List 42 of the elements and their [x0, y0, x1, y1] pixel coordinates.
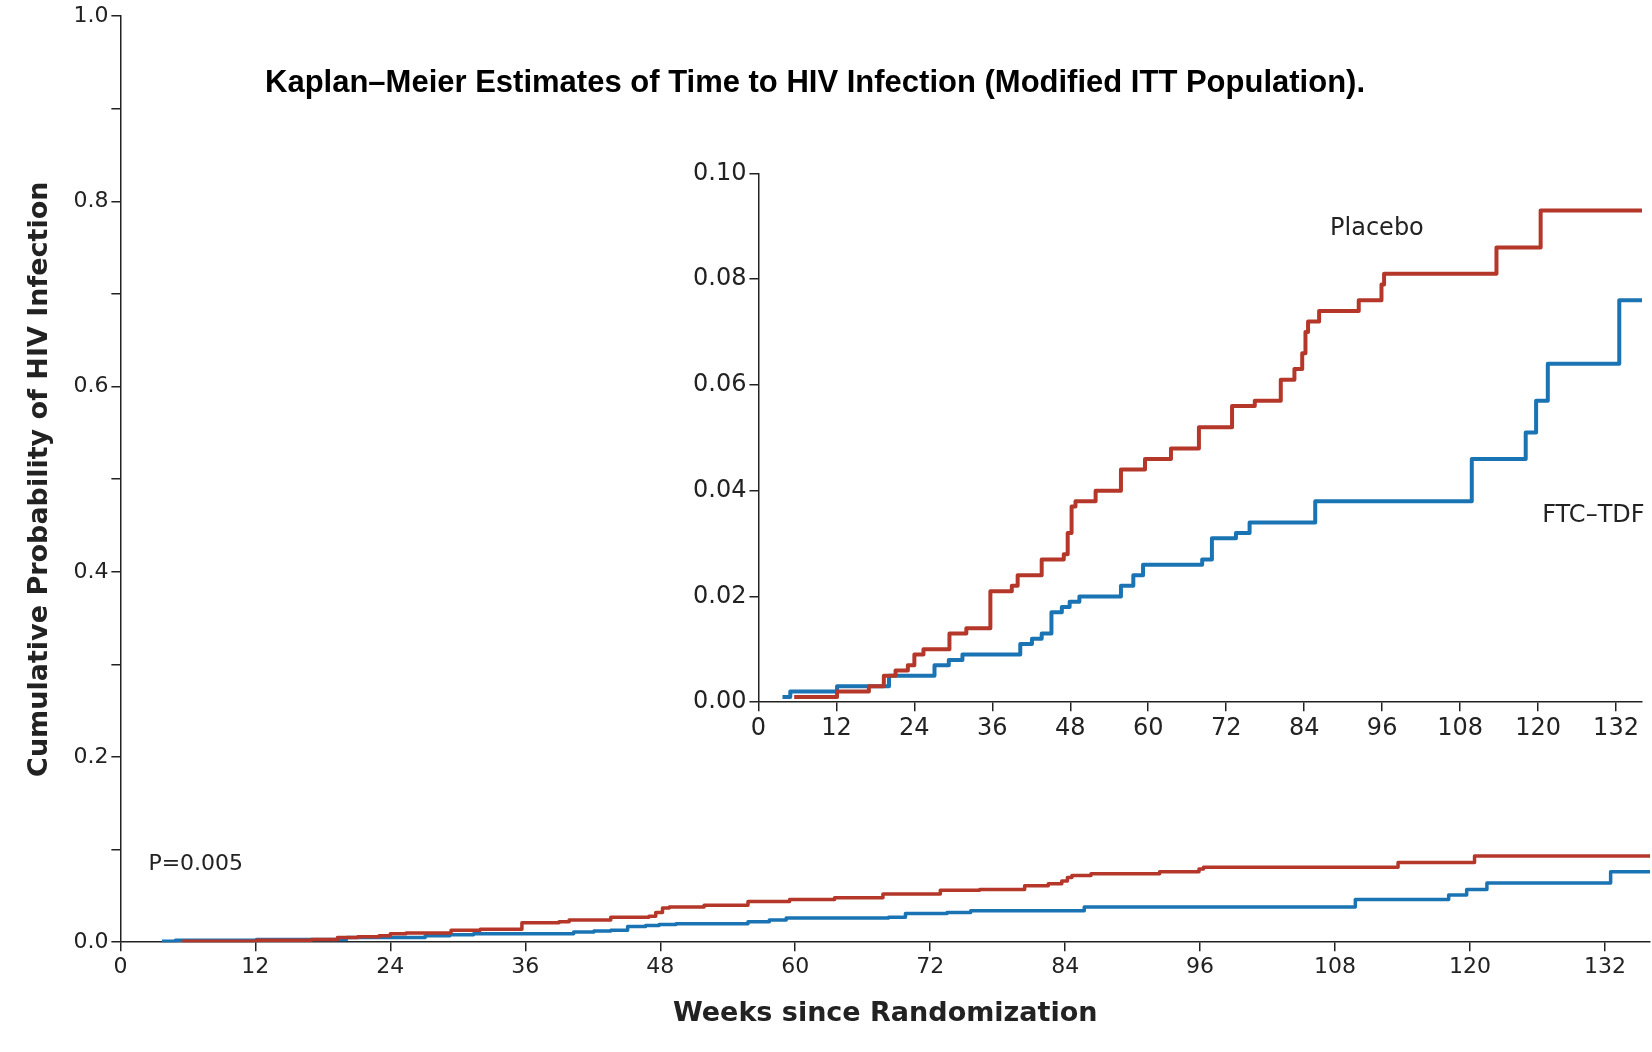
y-axis-title: Cumulative Probability of HIV Infection	[22, 181, 54, 777]
x-tick-label: 24	[899, 712, 930, 741]
x-tick-label: 120	[1449, 953, 1492, 979]
x-tick-label: 12	[821, 712, 852, 741]
x-tick-label: 60	[781, 953, 810, 979]
x-tick-label: 84	[1051, 953, 1080, 979]
x-tick-label: 132	[1593, 712, 1639, 741]
y-tick-label: 0.02	[693, 580, 747, 609]
annotation: P=0.005	[148, 849, 244, 875]
x-tick-label: 132	[1584, 953, 1627, 979]
x-tick-label: 48	[1055, 712, 1086, 741]
x-tick-label: 120	[1515, 712, 1561, 741]
x-tick-label: 60	[1132, 712, 1164, 741]
x-tick-label: 72	[916, 953, 945, 979]
y-tick-label: 0.04	[693, 474, 747, 503]
x-tick-label: 108	[1314, 953, 1357, 979]
y-tick-label: 0.06	[693, 369, 747, 398]
x-axis-title: Weeks since Randomization	[672, 995, 1098, 1027]
x-tick-label: 36	[511, 953, 540, 979]
y-tick-label: 0.8	[73, 187, 109, 213]
series-label: FTC–TDF	[1542, 500, 1645, 528]
y-tick-label: 0.08	[693, 263, 747, 292]
y-tick-label: 1.0	[73, 1, 109, 27]
x-tick-label: 108	[1437, 712, 1483, 741]
series-label: Placebo	[1330, 212, 1424, 241]
x-tick-label: 0	[750, 712, 767, 741]
x-tick-label: 72	[1210, 712, 1242, 741]
x-tick-label: 96	[1366, 712, 1398, 741]
y-tick-label: 0.0	[73, 927, 109, 953]
x-tick-label: 36	[977, 712, 1008, 741]
x-tick-label: 84	[1288, 712, 1320, 741]
y-tick-label: 0.10	[693, 157, 747, 186]
x-tick-label: 12	[241, 953, 270, 979]
text: Kaplan–Meier Estimates of Time to HIV Infection (Modified ITT Population).	[265, 64, 1366, 100]
y-tick-label: 0.2	[73, 742, 109, 768]
x-tick-label: 48	[646, 953, 675, 979]
x-tick-label: 24	[376, 953, 405, 979]
y-tick-label: 0.6	[73, 372, 109, 398]
x-tick-label: 0	[113, 953, 128, 979]
y-tick-label: 0.4	[73, 557, 109, 583]
y-tick-label: 0.00	[693, 686, 747, 715]
x-tick-label: 96	[1186, 953, 1215, 979]
